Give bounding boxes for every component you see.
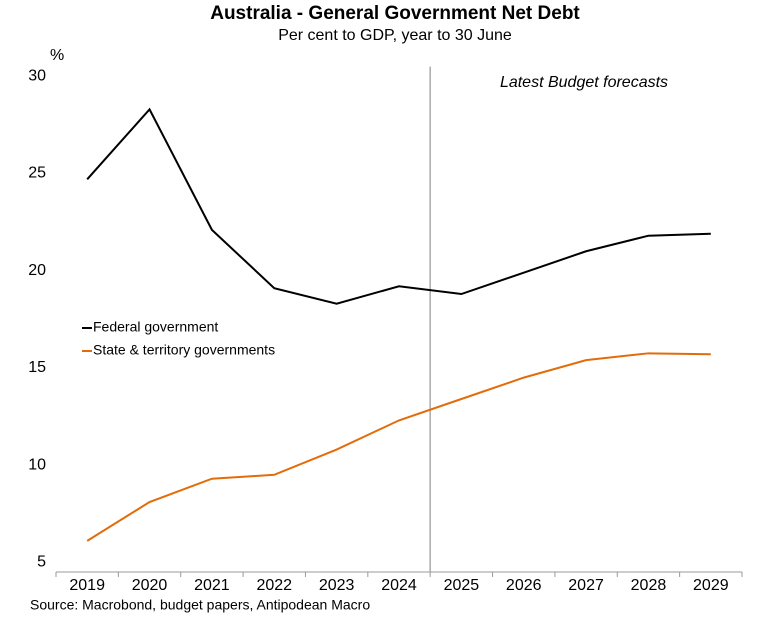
x-tick-label: 2026 (506, 577, 542, 594)
x-tick-label: 2029 (693, 577, 729, 594)
y-tick-label: 25 (28, 165, 46, 182)
chart-subtitle: Per cent to GDP, year to 30 June (278, 27, 512, 44)
x-tick-label: 2021 (194, 577, 230, 594)
y-tick-label: 20 (28, 262, 46, 279)
source: Source: Macrobond, budget papers, Antipo… (30, 597, 370, 613)
x-tick-label: 2028 (631, 577, 667, 594)
x-tick-label: 2027 (568, 577, 604, 594)
y-axis-label: % (50, 47, 64, 64)
series-line (86, 352, 711, 542)
annotation: Latest Budget forecasts (500, 74, 668, 91)
y-tick-label: 30 (28, 68, 46, 85)
x-tick-label: 2020 (132, 577, 168, 594)
x-tick-label: 2023 (319, 577, 355, 594)
series-line (86, 107, 711, 305)
x-tick-label: 2025 (444, 577, 480, 594)
x-tick-label: 2019 (69, 577, 105, 594)
chart-title: Australia - General Government Net Debt (210, 3, 580, 24)
y-tick-label: 5 (37, 553, 46, 570)
legend-label: Federal government (93, 319, 218, 335)
x-tick-label: 2022 (256, 577, 292, 594)
x-tick-label: 2024 (381, 577, 417, 594)
y-tick-label: 15 (28, 359, 46, 376)
legend-label: State & territory governments (93, 342, 275, 358)
y-tick-label: 10 (28, 456, 46, 473)
